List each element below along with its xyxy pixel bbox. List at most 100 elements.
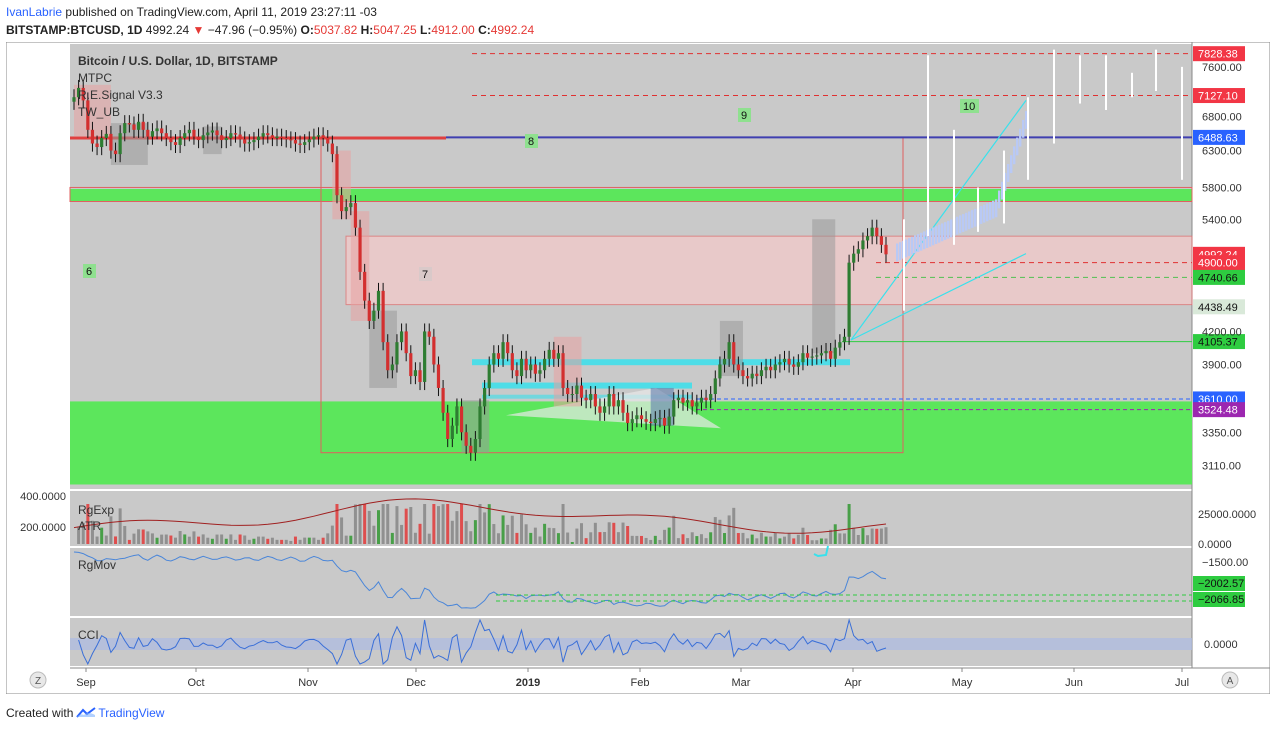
candle: [284, 130, 288, 148]
atr-bar: [533, 527, 537, 544]
atr-bar: [478, 504, 482, 544]
atr-bar: [796, 534, 800, 544]
svg-text:Z: Z: [35, 676, 41, 687]
atr-bar: [127, 539, 131, 544]
atr-bar: [884, 527, 888, 544]
projection-bar: [992, 200, 995, 219]
candle: [353, 195, 358, 236]
candle: [722, 350, 727, 373]
svg-text:6: 6: [86, 266, 92, 278]
atr-bar: [681, 534, 685, 544]
rgmov-tag-2066-text: −2066.85: [1198, 594, 1244, 606]
atr-bar: [100, 527, 104, 544]
atr-bar: [330, 525, 334, 544]
atr-left-400: 400.0000: [20, 491, 66, 503]
candle: [330, 135, 334, 163]
candle: [542, 350, 547, 379]
x-axis-label: Feb: [631, 677, 650, 689]
projection-bar: [1010, 155, 1013, 174]
atr-label: ATR: [78, 519, 101, 533]
candle: [529, 356, 533, 379]
candle: [372, 302, 376, 330]
atr-bar: [589, 532, 593, 544]
candle: [686, 392, 690, 411]
candle: [658, 409, 662, 428]
candle: [123, 115, 127, 142]
atr-bar: [460, 504, 464, 544]
resistance-box: [69, 186, 1193, 203]
atr-bar: [644, 537, 648, 544]
candle: [745, 368, 750, 387]
atr-bar: [723, 533, 727, 544]
tradingview-brand[interactable]: TradingView: [98, 706, 165, 720]
projection-bar: [947, 220, 950, 239]
cyan-trendline-upper: [850, 100, 1027, 341]
candle: [132, 116, 136, 138]
atr-bar: [663, 529, 667, 544]
atr-bar: [367, 510, 371, 544]
atr-bar: [787, 533, 791, 544]
atr-bar: [469, 531, 473, 544]
atr-bar: [109, 516, 113, 544]
atr-bar: [732, 507, 736, 544]
x-axis-label: Jul: [1175, 677, 1189, 689]
candle: [418, 362, 422, 391]
candle: [275, 128, 279, 147]
candle: [778, 354, 782, 373]
candle: [732, 334, 736, 373]
projection-bar: [944, 222, 947, 240]
atr-bar: [201, 534, 205, 544]
cyan-band-bottom: [482, 382, 692, 389]
candle: [510, 345, 514, 379]
atr-bar: [695, 536, 699, 544]
wave-label-6: 6: [83, 264, 96, 278]
projection-bar: [959, 215, 962, 234]
atr-bar: [515, 532, 519, 544]
atr-bar: [792, 538, 796, 544]
x-axis-label: Dec: [406, 677, 426, 689]
candle: [473, 431, 477, 461]
atr-bar: [160, 534, 164, 544]
candle: [326, 130, 330, 152]
candle: [630, 411, 634, 432]
x-axis-label: Sep: [76, 677, 96, 689]
candle: [649, 413, 653, 432]
author-link[interactable]: IvanLabrie: [6, 5, 63, 19]
atr-bar: [358, 504, 362, 544]
atr-bar: [317, 539, 321, 544]
atr-bar: [718, 519, 722, 544]
svg-text:A: A: [1227, 676, 1234, 687]
chart-area[interactable]: 7828.387127.106488.634992.244900.004740.…: [6, 42, 1270, 694]
created-with-text: Created with: [6, 706, 74, 720]
projection-bar: [914, 235, 917, 254]
auto-scale-button[interactable]: A: [1221, 671, 1239, 689]
atr-bar: [224, 538, 228, 544]
atr-bar: [150, 533, 154, 544]
x-axis-label: 2019: [516, 677, 540, 689]
indicator-twub: TW_UB: [78, 105, 120, 119]
candle: [367, 292, 371, 330]
projection-bar: [932, 227, 935, 246]
atr-bar: [764, 536, 768, 544]
candle: [386, 334, 390, 379]
candle: [759, 362, 764, 385]
atr-bar: [386, 504, 390, 544]
candle: [607, 386, 611, 415]
candle: [709, 386, 713, 409]
atr-bar: [335, 504, 339, 544]
atr-bar: [861, 528, 865, 544]
x-axis-label: Apr: [844, 677, 861, 689]
atr-bar: [372, 525, 376, 544]
atr-bar: [261, 536, 265, 544]
candle: [247, 134, 251, 152]
price-tag-bg: [1193, 269, 1245, 285]
candle: [782, 350, 787, 371]
candle: [704, 389, 708, 409]
atr-bar: [326, 533, 330, 544]
zoom-button[interactable]: Z: [29, 671, 47, 689]
atr-bar: [870, 528, 874, 544]
candle: [861, 232, 865, 258]
wave-label-10: 10: [960, 99, 979, 113]
candle: [136, 113, 141, 138]
atr-bar: [303, 537, 307, 544]
